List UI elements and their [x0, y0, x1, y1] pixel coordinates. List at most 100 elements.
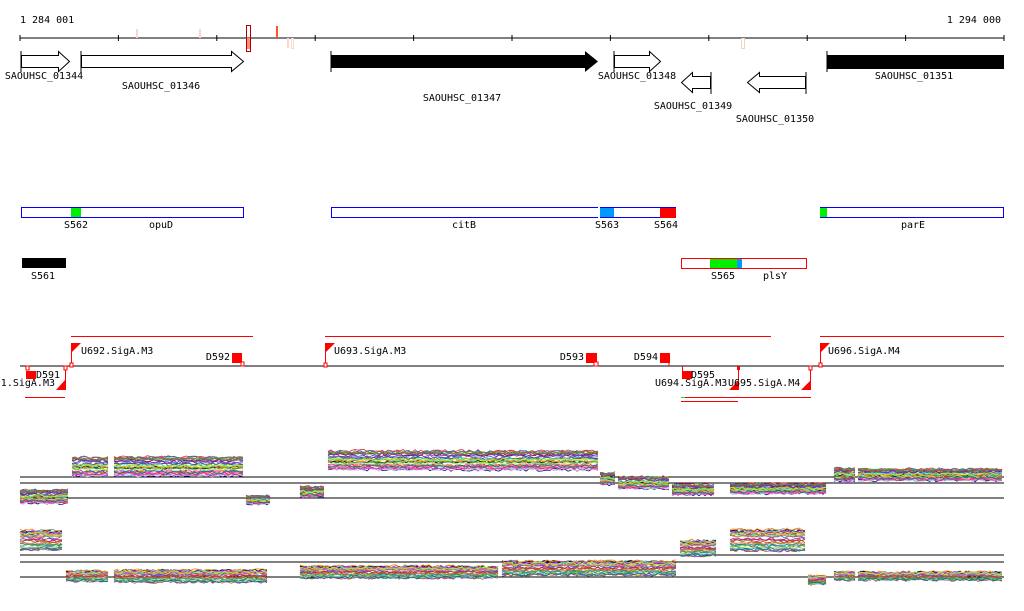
terminator-D593[interactable]: D593 [560, 352, 599, 367]
expression-profile [671, 484, 715, 488]
terminator-label: D591 [36, 370, 60, 381]
expression-profile [833, 578, 856, 582]
expression-profile [599, 481, 616, 484]
expression-profile [327, 452, 599, 457]
site-marker[interactable] [820, 208, 827, 217]
expression-profile [113, 573, 268, 578]
feature-opuD[interactable]: S562 opuD [21, 207, 244, 232]
expression-profile [71, 465, 109, 469]
expression-profile [729, 531, 806, 536]
expression-profile [617, 476, 670, 481]
feature-label: opuD [149, 220, 173, 231]
expression-profile [857, 571, 1003, 576]
expression-profile [671, 487, 715, 491]
promoter-U692[interactable]: U692.SigA.M3 [69, 343, 153, 368]
feature-citB[interactable]: S563 S564 citB [331, 207, 679, 231]
expression-profile [71, 463, 109, 468]
site-S565[interactable] [710, 259, 737, 268]
site-S564[interactable] [660, 208, 676, 218]
expression-profile [599, 476, 616, 480]
probe-mark [247, 38, 250, 49]
gene-SAOUHSC_01351[interactable]: SAOUHSC_01351 [826, 51, 1004, 82]
gene-SAOUHSC_01344[interactable]: SAOUHSC_01344 [5, 50, 83, 82]
feature-track-minus: S561 S565 plsY [22, 258, 807, 282]
expression-profile [299, 490, 325, 494]
expression-profile [19, 538, 63, 542]
expression-profile [671, 490, 715, 495]
terminator-D594[interactable]: D594 [634, 352, 670, 366]
terminator-D592[interactable]: D592 [206, 352, 245, 367]
gene-track: SAOUHSC_01344 SAOUHSC_01346 SAOUHSC_0134… [5, 50, 1004, 125]
site-S562[interactable] [71, 208, 81, 217]
expression-profile [71, 457, 108, 461]
expression-profile [729, 544, 806, 548]
expression-profile [113, 468, 244, 472]
expression-profile [729, 538, 806, 542]
gene-SAOUHSC_01346[interactable]: SAOUHSC_01346 [80, 50, 245, 92]
expression-profile [729, 539, 806, 544]
expression-profile [327, 466, 599, 470]
terminator-label: D595 [691, 370, 715, 381]
expression-profile [113, 463, 244, 468]
expression-profile [729, 541, 806, 546]
promoter-U694[interactable]: U694.SigA.M3 [655, 366, 740, 390]
feature-track-plus: S562 opuD S563 S564 citB parE [21, 207, 1004, 232]
feature-plsY[interactable]: S565 plsY [681, 258, 807, 283]
promoter-label: U696.SigA.M4 [828, 346, 900, 357]
ruler: 1 284 001 1 294 000 [19, 15, 1005, 52]
probe-mark [291, 38, 294, 49]
expression-profile [299, 576, 499, 580]
site-marker[interactable] [737, 259, 742, 268]
expression-profile [113, 579, 268, 584]
expression-profile [327, 460, 599, 464]
expression-profile [327, 450, 599, 455]
promoter-U693[interactable]: U693.SigA.M3 [323, 343, 406, 368]
expression-profile [19, 489, 69, 494]
expression-profile [729, 527, 806, 532]
terminator-D595[interactable]: D595 [682, 366, 715, 381]
expression-profile [299, 489, 325, 494]
expression-panel-minus [19, 527, 1004, 586]
gene-SAOUHSC_01349[interactable]: SAOUHSC_01349 [654, 71, 732, 112]
promoter-U696[interactable]: U696.SigA.M4 [818, 343, 900, 368]
expression-profile [65, 578, 109, 583]
site-S561[interactable] [22, 258, 66, 268]
expression-profile [857, 473, 1003, 477]
terminator-D591[interactable]: D591 [25, 365, 60, 381]
expression-profile [833, 574, 856, 579]
expression-profile [113, 472, 244, 476]
probe-mark [741, 38, 745, 49]
gene-SAOUHSC_01347[interactable]: SAOUHSC_01347 [330, 51, 598, 104]
gene-SAOUHSC_01350[interactable]: SAOUHSC_01350 [736, 71, 814, 125]
probe-mark [136, 29, 138, 38]
promoter-U691[interactable]: U691.SigA.M3 [0, 365, 68, 390]
expression-profile [679, 553, 717, 557]
expression-profile [679, 541, 717, 545]
site-S563[interactable] [600, 208, 614, 217]
expression-profile [19, 532, 63, 536]
expression-profile [299, 570, 499, 575]
feature-parE[interactable]: parE [820, 207, 1004, 232]
expression-profile [729, 483, 827, 488]
site-label: S563 [595, 220, 619, 231]
expression-profile [245, 502, 271, 506]
probe-mark [199, 29, 201, 38]
expression-profile [857, 575, 1003, 580]
expression-profile [857, 576, 1003, 581]
expression-profile [299, 573, 499, 578]
expression-profile [617, 484, 670, 488]
expression-profile [671, 483, 715, 487]
expression-profile [65, 571, 109, 575]
gene-label: SAOUHSC_01349 [654, 101, 732, 112]
site-label: S561 [31, 271, 55, 282]
expression-profile [71, 467, 109, 472]
promoter-label: U691.SigA.M3 [0, 378, 55, 389]
expression-profile [617, 482, 670, 487]
expression-profile [19, 535, 63, 539]
expression-profile [833, 467, 856, 472]
gene-SAOUHSC_01348[interactable]: SAOUHSC_01348 [598, 50, 676, 82]
promoter-U695[interactable]: U695.SigA.M4 [728, 365, 813, 390]
transcription-track: U691.SigA.M3 D591 U692.SigA.M3 D592 U693… [0, 336, 1004, 402]
expression-profile [299, 575, 499, 580]
